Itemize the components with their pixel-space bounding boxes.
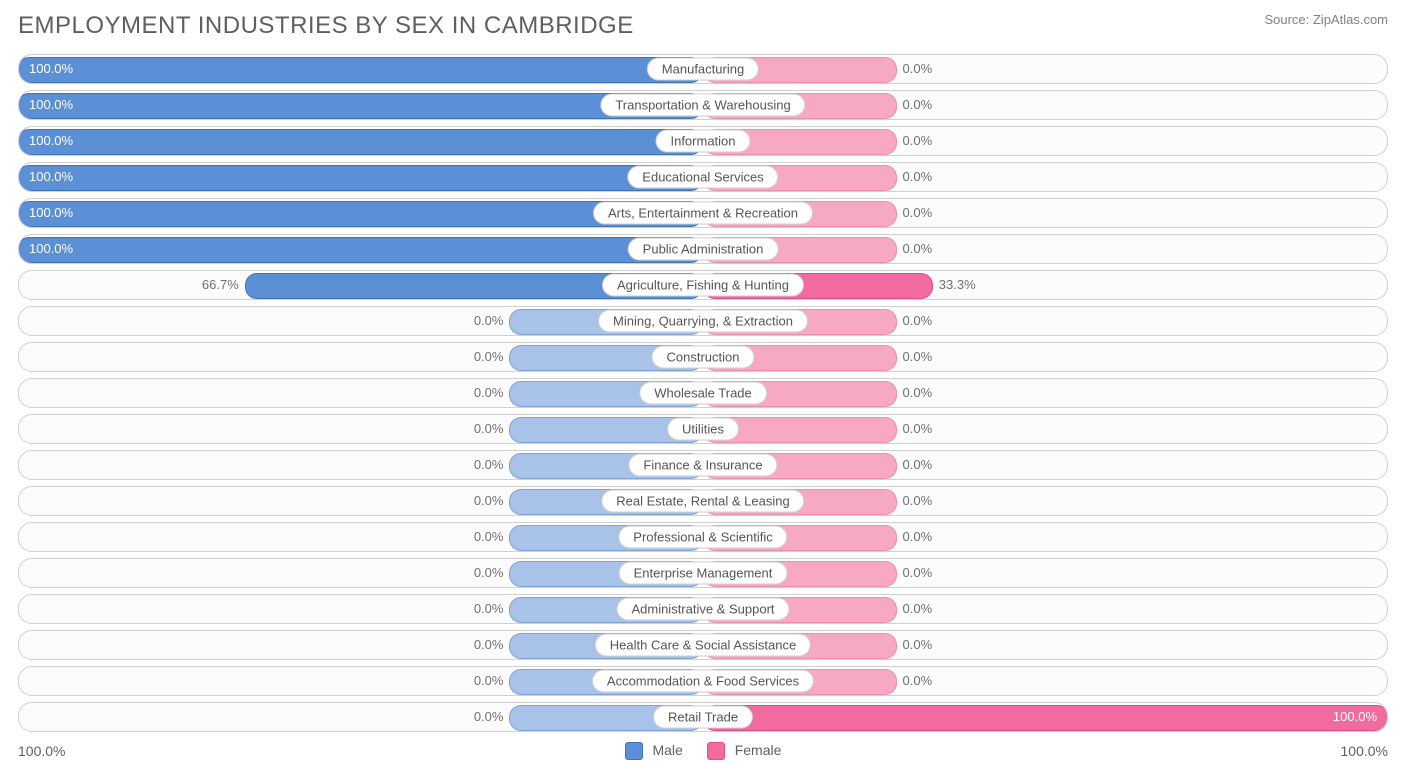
chart-row: 0.0% 0.0% Health Care & Social Assistance xyxy=(18,630,1388,660)
category-label: Public Administration xyxy=(628,238,779,261)
category-label: Wholesale Trade xyxy=(639,382,767,405)
employment-by-sex-chart: EMPLOYMENT INDUSTRIES BY SEX IN CAMBRIDG… xyxy=(0,0,1406,776)
chart-row: 0.0% 0.0% Administrative & Support xyxy=(18,594,1388,624)
female-pct-label: 0.0% xyxy=(903,379,933,407)
male-pct-label: 0.0% xyxy=(474,487,504,515)
category-label: Accommodation & Food Services xyxy=(592,670,814,693)
male-pct-label: 0.0% xyxy=(474,703,504,731)
chart-row: 0.0% 0.0% Utilities xyxy=(18,414,1388,444)
female-pct-label: 0.0% xyxy=(903,235,933,263)
chart-row: 100.0% 0.0% Information xyxy=(18,126,1388,156)
male-pct-label: 0.0% xyxy=(474,523,504,551)
chart-legend: Male Female xyxy=(625,742,782,760)
male-pct-label: 100.0% xyxy=(29,91,73,119)
male-pct-label: 0.0% xyxy=(474,451,504,479)
axis-left-label: 100.0% xyxy=(18,743,65,759)
category-label: Enterprise Management xyxy=(619,562,788,585)
chart-row: 0.0% 0.0% Wholesale Trade xyxy=(18,378,1388,408)
category-label: Manufacturing xyxy=(647,58,759,81)
category-label: Administrative & Support xyxy=(616,598,789,621)
chart-row: 100.0% 0.0% Public Administration xyxy=(18,234,1388,264)
female-pct-label: 0.0% xyxy=(903,451,933,479)
male-pct-label: 0.0% xyxy=(474,559,504,587)
legend-female-label: Female xyxy=(735,742,782,758)
male-pct-label: 0.0% xyxy=(474,343,504,371)
chart-rows: 100.0% 0.0% Manufacturing 100.0% 0.0% Transpo… xyxy=(18,54,1388,732)
female-pct-label: 0.0% xyxy=(903,631,933,659)
male-bar xyxy=(18,129,703,155)
female-pct-label: 0.0% xyxy=(903,559,933,587)
chart-header: EMPLOYMENT INDUSTRIES BY SEX IN CAMBRIDG… xyxy=(18,12,1388,40)
female-swatch-icon xyxy=(707,742,725,760)
female-pct-label: 0.0% xyxy=(903,307,933,335)
male-pct-label: 100.0% xyxy=(29,163,73,191)
female-pct-label: 0.0% xyxy=(903,163,933,191)
chart-row: 66.7% 33.3% Agriculture, Fishing & Hunting xyxy=(18,270,1388,300)
category-label: Transportation & Warehousing xyxy=(600,94,805,117)
category-label: Professional & Scientific xyxy=(618,526,787,549)
category-label: Finance & Insurance xyxy=(628,454,777,477)
chart-row: 100.0% 0.0% Educational Services xyxy=(18,162,1388,192)
male-pct-label: 0.0% xyxy=(474,595,504,623)
category-label: Retail Trade xyxy=(653,706,753,729)
female-pct-label: 0.0% xyxy=(903,523,933,551)
female-pct-label: 0.0% xyxy=(903,343,933,371)
chart-row: 0.0% 100.0% Retail Trade xyxy=(18,702,1388,732)
male-pct-label: 100.0% xyxy=(29,235,73,263)
female-pct-label: 0.0% xyxy=(903,127,933,155)
male-pct-label: 0.0% xyxy=(474,667,504,695)
female-pct-label: 0.0% xyxy=(903,55,933,83)
chart-footer: 100.0% Male Female 100.0% xyxy=(18,742,1388,760)
category-label: Health Care & Social Assistance xyxy=(595,634,811,657)
chart-row: 0.0% 0.0% Mining, Quarrying, & Extraction xyxy=(18,306,1388,336)
female-pct-label: 0.0% xyxy=(903,595,933,623)
axis-right-label: 100.0% xyxy=(1341,743,1388,759)
chart-row: 0.0% 0.0% Construction xyxy=(18,342,1388,372)
male-pct-label: 0.0% xyxy=(474,631,504,659)
chart-row: 0.0% 0.0% Finance & Insurance xyxy=(18,450,1388,480)
female-pct-label: 100.0% xyxy=(1333,703,1377,731)
chart-title: EMPLOYMENT INDUSTRIES BY SEX IN CAMBRIDG… xyxy=(18,12,634,40)
category-label: Construction xyxy=(652,346,755,369)
male-swatch-icon xyxy=(625,742,643,760)
legend-male: Male xyxy=(625,742,683,760)
female-pct-label: 0.0% xyxy=(903,91,933,119)
male-pct-label: 0.0% xyxy=(474,379,504,407)
category-label: Agriculture, Fishing & Hunting xyxy=(602,274,804,297)
male-bar xyxy=(18,237,703,263)
category-label: Real Estate, Rental & Leasing xyxy=(601,490,804,513)
chart-row: 0.0% 0.0% Accommodation & Food Services xyxy=(18,666,1388,696)
chart-row: 100.0% 0.0% Manufacturing xyxy=(18,54,1388,84)
legend-male-label: Male xyxy=(652,742,682,758)
legend-female: Female xyxy=(707,742,782,760)
chart-row: 0.0% 0.0% Professional & Scientific xyxy=(18,522,1388,552)
female-bar xyxy=(703,705,1388,731)
category-label: Information xyxy=(655,130,750,153)
chart-source: Source: ZipAtlas.com xyxy=(1264,12,1388,27)
category-label: Utilities xyxy=(667,418,739,441)
category-label: Mining, Quarrying, & Extraction xyxy=(598,310,808,333)
male-bar xyxy=(18,57,703,83)
male-pct-label: 0.0% xyxy=(474,415,504,443)
chart-row: 0.0% 0.0% Enterprise Management xyxy=(18,558,1388,588)
male-pct-label: 100.0% xyxy=(29,55,73,83)
category-label: Educational Services xyxy=(627,166,778,189)
male-pct-label: 100.0% xyxy=(29,127,73,155)
male-pct-label: 0.0% xyxy=(474,307,504,335)
female-pct-label: 0.0% xyxy=(903,415,933,443)
chart-row: 100.0% 0.0% Arts, Entertainment & Recreati… xyxy=(18,198,1388,228)
female-pct-label: 0.0% xyxy=(903,487,933,515)
female-pct-label: 33.3% xyxy=(939,271,976,299)
male-bar xyxy=(18,165,703,191)
chart-row: 100.0% 0.0% Transportation & Warehousing xyxy=(18,90,1388,120)
male-pct-label: 66.7% xyxy=(202,271,239,299)
male-pct-label: 100.0% xyxy=(29,199,73,227)
female-pct-label: 0.0% xyxy=(903,667,933,695)
chart-row: 0.0% 0.0% Real Estate, Rental & Leasing xyxy=(18,486,1388,516)
female-pct-label: 0.0% xyxy=(903,199,933,227)
category-label: Arts, Entertainment & Recreation xyxy=(593,202,813,225)
